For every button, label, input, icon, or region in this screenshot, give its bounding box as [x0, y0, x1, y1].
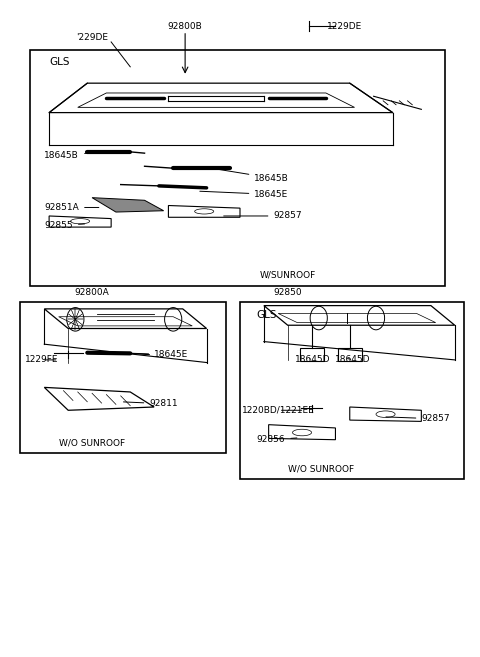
- Text: 1229DE: 1229DE: [327, 22, 362, 31]
- Text: 92800A: 92800A: [75, 288, 109, 297]
- Text: 92856: 92856: [257, 435, 297, 444]
- Text: 92850: 92850: [274, 288, 302, 297]
- Text: 18645D: 18645D: [295, 355, 330, 365]
- Text: W/O SUNROOF: W/O SUNROOF: [59, 439, 125, 447]
- Text: 92811: 92811: [123, 399, 178, 408]
- Text: 18645B: 18645B: [44, 150, 104, 160]
- Text: 18645E: 18645E: [119, 350, 188, 359]
- Text: 18645E: 18645E: [200, 190, 288, 199]
- Text: GLS: GLS: [257, 310, 277, 320]
- Text: 1229FE: 1229FE: [25, 355, 59, 365]
- Text: 92857: 92857: [386, 415, 450, 423]
- Text: 92857: 92857: [224, 212, 302, 221]
- Text: 92855: 92855: [44, 221, 84, 230]
- Text: W/O SUNROOF: W/O SUNROOF: [288, 464, 354, 474]
- Text: GLS: GLS: [49, 57, 70, 67]
- Polygon shape: [92, 198, 164, 212]
- Text: 18645D: 18645D: [336, 355, 371, 365]
- Text: 92851A: 92851A: [44, 203, 99, 212]
- Text: W/SUNROOF: W/SUNROOF: [260, 271, 316, 279]
- Text: '229DE: '229DE: [76, 33, 108, 42]
- Text: 1220BD/1221EE: 1220BD/1221EE: [242, 406, 315, 415]
- Text: 18645B: 18645B: [214, 169, 289, 183]
- Text: 92800B: 92800B: [168, 22, 203, 31]
